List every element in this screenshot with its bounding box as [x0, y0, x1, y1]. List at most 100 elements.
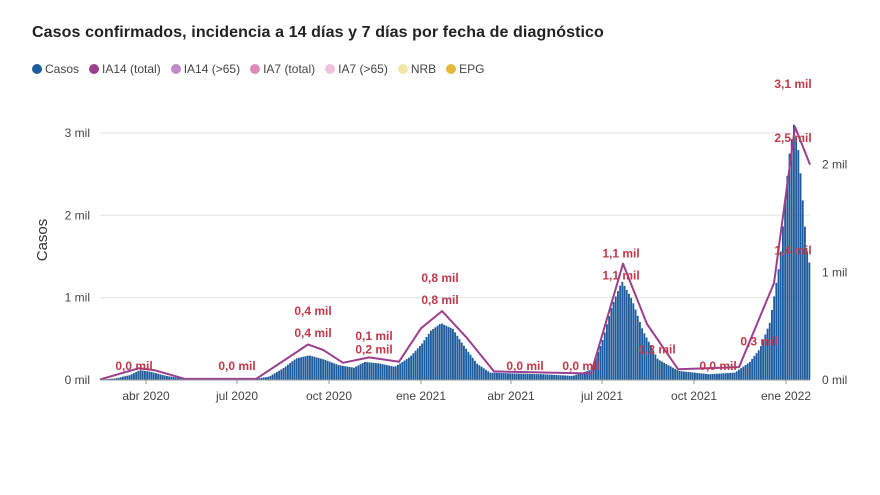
casos-bar	[456, 335, 459, 380]
casos-bar	[324, 359, 327, 380]
legend-item[interactable]: IA14 (total)	[89, 62, 161, 76]
casos-bar	[678, 371, 681, 380]
casos-bar	[304, 356, 307, 380]
casos-bar	[625, 289, 628, 380]
casos-bar	[447, 326, 450, 380]
casos-bar	[474, 360, 476, 380]
casos-bar	[333, 363, 336, 380]
casos-bar	[344, 366, 347, 380]
x-tick-label: oct 2021	[671, 389, 717, 403]
casos-bar	[262, 377, 265, 380]
casos-bar	[381, 364, 384, 380]
legend-label: IA14 (>65)	[183, 62, 241, 76]
x-tick-label: ene 2021	[396, 389, 446, 403]
casos-bar	[293, 359, 296, 380]
casos-bar	[588, 370, 591, 380]
casos-bar	[278, 370, 281, 380]
casos-bar	[722, 373, 725, 380]
casos-bar	[309, 355, 311, 380]
casos-bar	[436, 325, 439, 380]
casos-bar	[755, 353, 758, 380]
casos-bar	[658, 360, 661, 380]
casos-bar	[144, 370, 146, 380]
casos-bar	[452, 328, 454, 380]
casos-bar	[115, 378, 118, 380]
casos-bar	[788, 153, 791, 380]
casos-bar	[562, 375, 564, 380]
casos-bar	[744, 365, 747, 380]
casos-bar	[441, 323, 443, 380]
casos-bar	[348, 366, 351, 380]
casos-bar	[674, 368, 677, 380]
casos-bar	[746, 363, 749, 380]
casos-bar	[775, 282, 778, 380]
casos-bar	[403, 360, 406, 380]
casos-bar	[707, 374, 710, 380]
x-axis: abr 2020 jul 2020 oct 2020 ene 2021 abr 2021…	[100, 379, 811, 403]
casos-bar	[146, 371, 149, 380]
data-annotation: 2,5 mil	[774, 131, 811, 145]
casos-bar	[289, 362, 292, 380]
casos-bar	[502, 373, 505, 380]
casos-bar	[421, 343, 424, 380]
casos-bar	[416, 348, 419, 380]
casos-bar	[720, 373, 723, 380]
casos-bar	[258, 378, 261, 380]
casos-bar	[124, 376, 127, 380]
x-tick-label: ene 2022	[761, 389, 811, 403]
casos-bar	[601, 339, 604, 380]
casos-bar	[161, 374, 164, 380]
casos-bar	[592, 364, 595, 380]
casos-bar	[645, 337, 648, 380]
casos-bar	[656, 358, 659, 380]
data-annotation: 0,4 mil	[294, 326, 331, 340]
casos-bar	[515, 373, 518, 380]
casos-bar	[465, 348, 468, 380]
legend-item[interactable]: IA7 (>65)	[325, 62, 388, 76]
casos-bar	[793, 124, 795, 381]
casos-bar	[808, 262, 811, 380]
casos-bar	[564, 375, 567, 380]
casos-bar	[377, 363, 380, 380]
data-annotation: 1,4 mil	[774, 244, 811, 258]
casos-bar	[577, 374, 580, 380]
casos-bar	[130, 374, 133, 380]
casos-bar	[709, 374, 712, 380]
casos-bar	[326, 360, 329, 380]
casos-bar	[579, 373, 582, 380]
data-annotation: 0,0 mil	[218, 359, 255, 373]
casos-bar	[553, 374, 556, 380]
casos-bar	[551, 374, 553, 380]
casos-bar	[350, 367, 353, 380]
casos-bar	[337, 365, 340, 380]
data-annotation: 0,1 mil	[355, 329, 392, 343]
legend-item[interactable]: IA7 (total)	[250, 62, 315, 76]
casos-bar	[573, 375, 575, 380]
casos-bar	[799, 173, 802, 380]
legend-item[interactable]: IA14 (>65)	[170, 62, 241, 76]
legend-item[interactable]: NRB	[397, 62, 436, 76]
casos-bar	[119, 377, 122, 380]
casos-bar	[390, 366, 393, 380]
casos-bar	[172, 376, 175, 380]
casos-bar	[683, 371, 685, 380]
casos-bar	[282, 368, 285, 380]
legend-item[interactable]: EPG	[446, 62, 485, 76]
data-annotation: 0,0 mil	[506, 359, 543, 373]
x-tick-label: abr 2021	[487, 389, 535, 403]
casos-bar	[353, 367, 355, 380]
casos-bar	[493, 372, 496, 380]
data-annotation: 0,0 mil	[115, 359, 152, 373]
y-tick-label-left: 2 mil	[65, 208, 90, 222]
casos-bar	[445, 325, 448, 380]
casos-bar	[654, 354, 657, 380]
casos-bar	[535, 374, 538, 380]
legend-swatch	[397, 64, 408, 74]
casos-bar	[509, 373, 512, 380]
legend-item[interactable]: Casos	[32, 62, 79, 76]
casos-bar	[559, 375, 562, 380]
casos-bar	[685, 371, 688, 380]
casos-bar	[768, 322, 771, 380]
casos-bar	[412, 353, 415, 380]
